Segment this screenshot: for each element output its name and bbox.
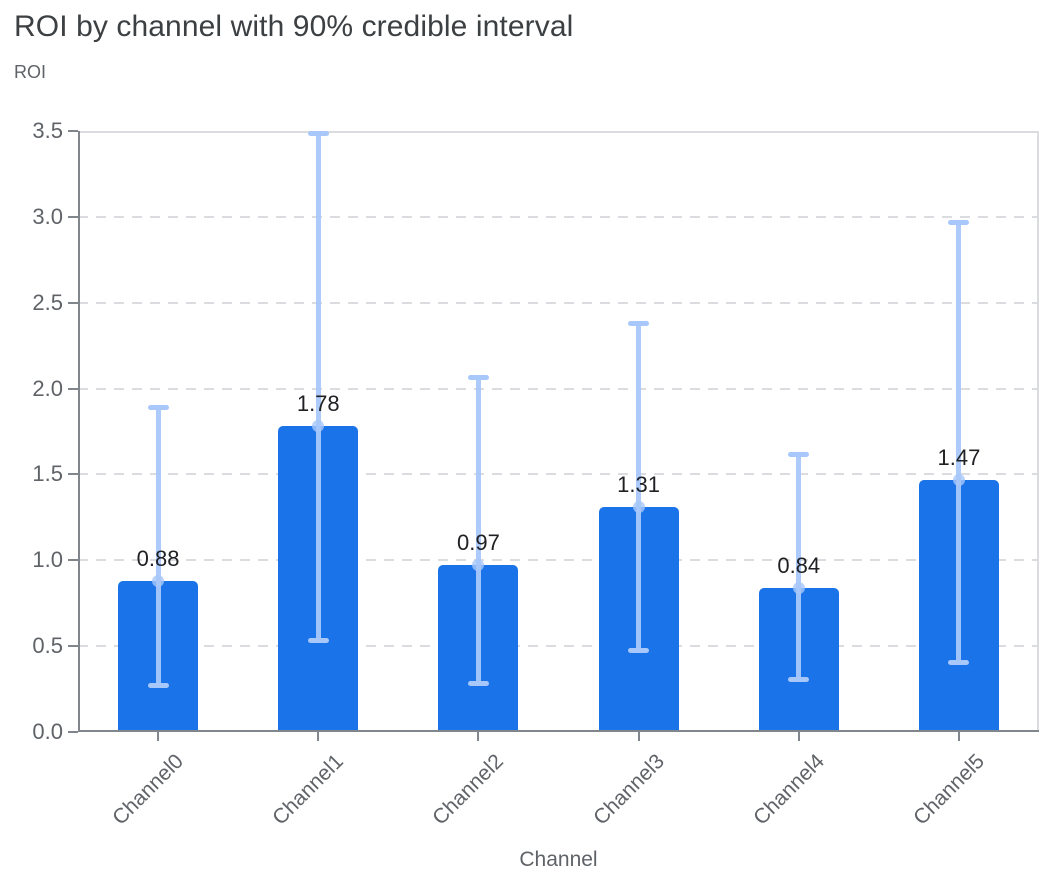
error-cap-high-Channel2: [467, 374, 489, 380]
error-cap-high-Channel4: [788, 451, 810, 457]
value-label-Channel5: 1.47: [937, 444, 981, 470]
error-cap-high-Channel1: [307, 130, 329, 136]
error-bar-Channel2: [475, 376, 481, 684]
mean-marker-Channel4: [792, 581, 805, 594]
value-label-Channel4: 0.84: [777, 552, 821, 578]
y-tick-2.0: [68, 387, 78, 390]
y-tick-label-0.5: 0.5: [32, 633, 63, 659]
y-tick-1.5: [68, 473, 78, 476]
gridline-3.0: [78, 215, 1039, 218]
value-label-Channel1: 1.78: [296, 391, 340, 417]
value-label-Channel2: 0.97: [456, 530, 500, 556]
y-tick-1.0: [68, 559, 78, 562]
mean-marker-Channel1: [312, 420, 325, 433]
y-tick-label-3.5: 3.5: [32, 118, 63, 143]
plot-right-border: [1037, 131, 1039, 732]
gridline-0.5: [78, 645, 1039, 648]
value-label-Channel3: 1.31: [617, 472, 660, 498]
error-bar-Channel0: [155, 407, 161, 686]
x-tick-Channel0: [157, 732, 160, 741]
y-tick-label-2.0: 2.0: [32, 375, 63, 401]
mean-marker-Channel5: [952, 473, 965, 486]
error-bar-Channel3: [636, 323, 642, 652]
y-axis-title: ROI: [14, 62, 47, 82]
x-axis-title: Channel: [519, 848, 598, 871]
error-cap-low-Channel5: [948, 660, 970, 666]
error-cap-high-Channel0: [147, 405, 169, 411]
gridline-2.5: [78, 301, 1039, 304]
y-tick-0.5: [68, 645, 78, 648]
error-cap-high-Channel5: [948, 220, 970, 225]
mean-marker-Channel0: [152, 574, 165, 587]
y-tick-label-3.0: 3.0: [32, 203, 63, 229]
error-bar-Channel1: [315, 132, 321, 641]
y-tick-3.5: [68, 130, 78, 132]
y-tick-label-2.5: 2.5: [32, 289, 63, 315]
y-axis-line: [78, 131, 80, 732]
value-label-Channel0: 0.88: [136, 545, 180, 571]
error-cap-low-Channel3: [628, 648, 650, 654]
y-tick-0.0: [68, 731, 78, 733]
gridline-1.0: [78, 559, 1039, 562]
error-bar-Channel5: [956, 222, 962, 664]
y-tick-label-0.0: 0.0: [32, 719, 63, 744]
error-cap-low-Channel1: [307, 637, 329, 643]
y-tick-label-1.5: 1.5: [32, 461, 63, 487]
y-tick-3.0: [68, 215, 78, 218]
x-tick-Channel1: [317, 732, 320, 741]
plot-top-border: [78, 131, 1039, 133]
error-cap-low-Channel0: [147, 682, 169, 688]
error-cap-low-Channel4: [788, 677, 810, 683]
x-tick-Channel4: [797, 732, 800, 741]
chart-title: ROI by channel with 90% credible interva…: [14, 10, 574, 43]
error-cap-high-Channel3: [628, 321, 650, 327]
x-tick-Channel3: [637, 732, 640, 741]
y-tick-label-1.0: 1.0: [32, 547, 63, 573]
error-cap-low-Channel2: [467, 680, 489, 686]
y-tick-2.5: [68, 301, 78, 304]
x-axis-line: [78, 730, 1039, 732]
mean-marker-Channel3: [632, 501, 645, 514]
mean-marker-Channel2: [472, 559, 485, 572]
x-tick-Channel5: [957, 732, 960, 741]
error-bar-Channel4: [796, 453, 802, 681]
plot-area: 0.0 0.5 1.0 1.5 2.0 2.5 3.0 3.5 0.88 Channel0 1.78…: [32, 118, 1039, 830]
gridline-1.5: [78, 473, 1039, 476]
x-tick-Channel2: [477, 732, 480, 741]
gridline-2.0: [78, 387, 1039, 390]
